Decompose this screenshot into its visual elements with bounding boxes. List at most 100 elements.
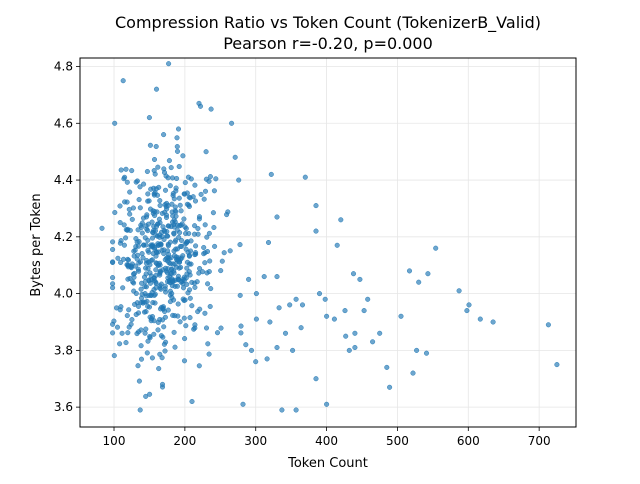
data-point (165, 258, 171, 264)
data-point (145, 338, 151, 344)
data-point (238, 323, 244, 329)
data-point (290, 347, 296, 353)
x-tick-label: 600 (457, 434, 480, 448)
data-point (144, 298, 150, 305)
data-point (342, 308, 348, 314)
data-point (172, 261, 178, 267)
data-point (293, 407, 299, 413)
data-point (176, 259, 183, 265)
data-point (274, 274, 280, 280)
data-point (157, 198, 163, 204)
data-point (253, 291, 259, 297)
data-point (191, 280, 198, 286)
data-point (187, 315, 193, 321)
data-point (99, 225, 105, 231)
data-point (173, 185, 179, 191)
data-point (118, 259, 124, 266)
data-point (206, 230, 212, 236)
data-point (133, 179, 139, 185)
x-tick-label: 700 (528, 434, 551, 448)
data-point (145, 198, 151, 204)
data-point (211, 224, 217, 231)
data-point (268, 171, 274, 177)
data-point (129, 216, 135, 222)
data-point (143, 271, 149, 277)
data-point (138, 222, 144, 228)
data-point (146, 115, 152, 121)
data-point (188, 176, 194, 182)
data-point (145, 228, 151, 234)
data-point (183, 246, 189, 252)
data-point (182, 241, 188, 247)
data-point (253, 316, 259, 322)
data-point (175, 301, 181, 307)
data-point (236, 177, 242, 183)
data-point (136, 197, 142, 203)
data-point (201, 196, 207, 202)
data-point (184, 271, 190, 277)
data-point (143, 326, 149, 332)
data-point (246, 276, 252, 282)
data-point (138, 356, 145, 362)
data-point (171, 329, 177, 335)
data-point (123, 166, 129, 172)
y-tick-label: 3.6 (54, 400, 73, 414)
data-point (410, 370, 416, 376)
y-tick-label: 4.4 (54, 173, 73, 187)
data-point (357, 276, 363, 282)
data-point (425, 271, 431, 277)
data-point (477, 316, 483, 322)
data-point (161, 169, 168, 176)
x-tick-label: 400 (315, 434, 338, 448)
x-axis: 100 200 300 400 500 600 700 (103, 427, 551, 448)
data-point (151, 331, 157, 337)
y-tick-label: 4.6 (54, 116, 73, 130)
data-point (218, 268, 224, 274)
data-point (377, 330, 383, 336)
data-point (302, 174, 308, 180)
data-point (120, 285, 126, 291)
data-point (174, 135, 180, 141)
data-point (229, 120, 235, 126)
data-point (187, 287, 193, 293)
data-point (153, 280, 159, 287)
data-point (131, 253, 137, 259)
data-point (135, 227, 141, 233)
data-point (111, 318, 117, 324)
data-point (144, 168, 150, 175)
data-point (265, 239, 272, 246)
data-point (137, 184, 143, 190)
data-point (186, 230, 192, 237)
data-point (196, 363, 202, 369)
data-point (163, 214, 170, 221)
data-point (147, 142, 153, 148)
data-point (192, 198, 199, 204)
data-point (173, 213, 179, 219)
data-point (182, 180, 188, 186)
data-point (201, 244, 207, 251)
data-point (158, 229, 165, 235)
data-point (155, 327, 161, 333)
chart-subtitle: Pearson r=-0.20, p=0.000 (223, 34, 433, 53)
data-point (169, 267, 175, 273)
data-point (160, 334, 166, 340)
data-point (175, 126, 182, 132)
data-point (464, 308, 470, 314)
data-point (112, 120, 118, 126)
data-point (126, 206, 132, 212)
data-point (350, 271, 357, 277)
data-point (127, 189, 133, 195)
data-point (114, 324, 121, 330)
data-point (184, 265, 190, 271)
data-point (192, 252, 198, 258)
data-point (267, 319, 273, 325)
data-point (433, 245, 439, 251)
data-point (322, 296, 328, 302)
data-point (186, 261, 193, 267)
data-point (182, 224, 188, 230)
data-point (142, 235, 148, 241)
data-point (151, 156, 158, 163)
data-point (137, 407, 143, 413)
data-point (191, 231, 198, 237)
